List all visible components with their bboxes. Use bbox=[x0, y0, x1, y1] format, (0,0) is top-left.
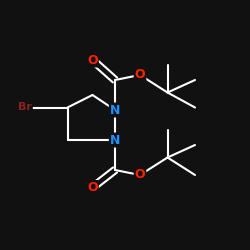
Text: N: N bbox=[110, 104, 120, 117]
Text: Br: Br bbox=[18, 102, 32, 113]
Text: O: O bbox=[87, 181, 98, 194]
Text: O: O bbox=[135, 68, 145, 82]
Text: O: O bbox=[87, 54, 98, 66]
Text: N: N bbox=[110, 134, 120, 146]
Text: O: O bbox=[135, 168, 145, 181]
